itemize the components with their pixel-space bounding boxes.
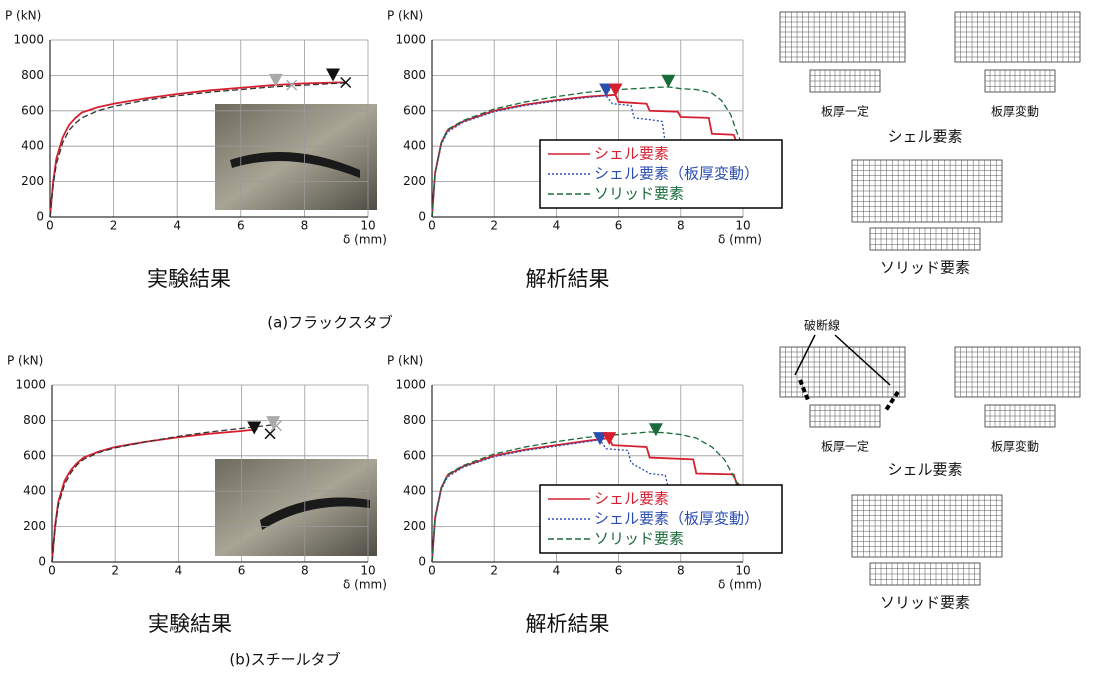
- y-tick-label: 0: [418, 210, 426, 224]
- y-tick-label: 400: [403, 484, 426, 498]
- y-tick-label: 1000: [15, 378, 46, 392]
- caption: 解析結果: [526, 612, 610, 636]
- x-tick-label: 10: [360, 219, 375, 233]
- caption: 解析結果: [526, 267, 610, 291]
- x-tick-label: 8: [677, 564, 685, 578]
- figure: (a)フラックスタブ (b)スチールタブ 板厚一定 板厚変動 シェル要素 ソリッ…: [0, 0, 1104, 673]
- x-tick-label: 0: [48, 564, 56, 578]
- legend-label: ソリッド要素: [594, 185, 684, 203]
- x-tick-label: 0: [428, 564, 436, 578]
- x-tick-label: 4: [553, 219, 561, 233]
- y-tick-label: 800: [23, 413, 46, 427]
- panel-title: (b)スチールタブ: [229, 651, 340, 669]
- y-tick-label: 400: [23, 484, 46, 498]
- x-tick-label: 10: [735, 219, 750, 233]
- marker: [265, 429, 275, 439]
- x-axis-title: δ (mm): [343, 578, 387, 592]
- y-tick-label: 200: [21, 174, 44, 188]
- legend-label: ソリッド要素: [594, 530, 684, 548]
- y-tick-label: 200: [23, 519, 46, 533]
- x-tick-label: 10: [735, 564, 750, 578]
- x-axis-title: δ (mm): [718, 233, 762, 247]
- x-tick-label: 2: [111, 564, 119, 578]
- x-axis-title: δ (mm): [343, 233, 387, 247]
- y-tick-label: 1000: [13, 33, 44, 47]
- panel-title: (a)フラックスタブ: [267, 314, 392, 332]
- mesh-label: ソリッド要素: [880, 259, 970, 277]
- legend-label: シェル要素（板厚変動）: [594, 510, 759, 528]
- x-tick-label: 0: [46, 219, 54, 233]
- y-axis-title: P (kN): [5, 9, 41, 23]
- y-axis-title: P (kN): [387, 354, 423, 368]
- x-tick-label: 8: [301, 219, 309, 233]
- y-tick-label: 600: [21, 103, 44, 117]
- x-tick-label: 2: [110, 219, 118, 233]
- x-tick-label: 0: [428, 219, 436, 233]
- legend-label: シェル要素（板厚変動）: [594, 165, 759, 183]
- x-tick-label: 2: [490, 564, 498, 578]
- mesh-label: 板厚変動: [991, 439, 1039, 454]
- y-tick-label: 1000: [395, 33, 426, 47]
- y-tick-label: 600: [403, 103, 426, 117]
- x-tick-label: 2: [490, 219, 498, 233]
- marker: [661, 75, 675, 88]
- y-tick-label: 600: [403, 448, 426, 462]
- x-tick-label: 4: [553, 564, 561, 578]
- mesh-label: シェル要素: [887, 461, 962, 479]
- mesh-label: 板厚変動: [991, 104, 1039, 119]
- caption: 実験結果: [147, 267, 231, 291]
- y-tick-label: 0: [418, 555, 426, 569]
- x-tick-label: 6: [615, 219, 623, 233]
- fracture-label: 破断線: [804, 318, 840, 333]
- y-axis-title: P (kN): [387, 9, 423, 23]
- x-tick-label: 8: [301, 564, 309, 578]
- y-tick-label: 0: [36, 210, 44, 224]
- mesh-label: ソリッド要素: [880, 594, 970, 612]
- y-tick-label: 400: [403, 139, 426, 153]
- marker: [649, 423, 663, 436]
- x-axis-title: δ (mm): [718, 578, 762, 592]
- meshes: [780, 12, 1080, 585]
- y-tick-label: 800: [403, 413, 426, 427]
- y-tick-label: 800: [21, 68, 44, 82]
- x-tick-label: 6: [615, 564, 623, 578]
- fracture-arrows: [795, 335, 898, 410]
- x-tick-label: 8: [677, 219, 685, 233]
- y-axis-title: P (kN): [7, 354, 43, 368]
- x-tick-label: 10: [360, 564, 375, 578]
- y-tick-label: 800: [403, 68, 426, 82]
- y-tick-label: 200: [403, 519, 426, 533]
- y-tick-label: 600: [23, 448, 46, 462]
- mesh-label: 板厚一定: [821, 104, 869, 119]
- legend-label: シェル要素: [594, 490, 669, 508]
- x-tick-label: 4: [173, 219, 181, 233]
- y-tick-label: 200: [403, 174, 426, 188]
- x-tick-label: 4: [175, 564, 183, 578]
- y-tick-label: 0: [38, 555, 46, 569]
- x-tick-label: 6: [237, 219, 245, 233]
- mesh-label: シェル要素: [887, 128, 962, 146]
- y-tick-label: 400: [21, 139, 44, 153]
- caption: 実験結果: [148, 612, 232, 636]
- y-tick-label: 1000: [395, 378, 426, 392]
- legend-label: シェル要素: [594, 145, 669, 163]
- x-tick-label: 6: [238, 564, 246, 578]
- mesh-label: 板厚一定: [821, 439, 869, 454]
